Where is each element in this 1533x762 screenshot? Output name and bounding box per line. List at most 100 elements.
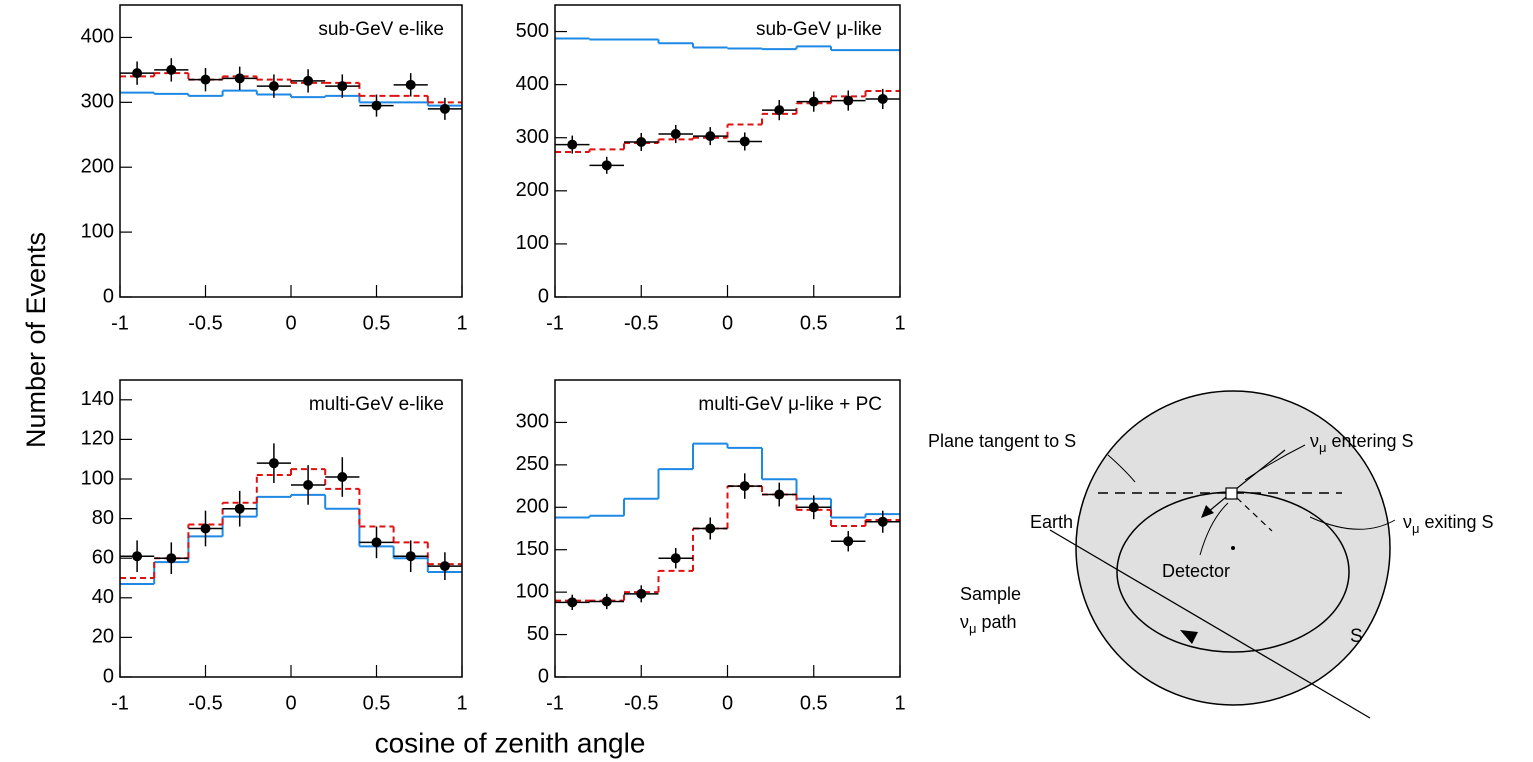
x-axis-label: cosine of zenith angle	[375, 727, 646, 758]
center-dot	[1231, 546, 1235, 550]
data-point	[405, 551, 416, 562]
y-tick-label: 140	[81, 388, 114, 410]
data-point	[670, 553, 681, 564]
data-point	[843, 95, 854, 106]
y-tick-label: 0	[103, 285, 114, 307]
y-tick-label: 0	[538, 665, 549, 687]
y-tick-label: 400	[516, 73, 549, 95]
data-point	[808, 96, 819, 107]
label: νμ exiting S	[1403, 512, 1494, 536]
x-tick-label: -1	[546, 312, 564, 334]
diagram: Plane tangent to S νμ entering S Earth ν…	[928, 390, 1494, 719]
y-axis-label: Number of Events	[21, 232, 51, 448]
y-tick-label: 100	[516, 580, 549, 602]
exiting-path	[1236, 497, 1273, 532]
label: μ	[969, 621, 977, 636]
y-tick-label: 500	[516, 20, 549, 42]
label: νμ path	[960, 612, 1017, 636]
x-tick-label: 1	[456, 312, 467, 334]
data-point	[268, 458, 279, 469]
data-point	[200, 74, 211, 85]
data-point	[636, 588, 647, 599]
arrow-head	[1201, 505, 1214, 518]
x-tick-label: 0.5	[800, 312, 828, 334]
x-tick-label: -0.5	[624, 692, 658, 714]
pointer	[1309, 516, 1396, 530]
label: exiting S	[1420, 512, 1494, 532]
label: ν	[1310, 431, 1319, 451]
x-tick-label: 0.5	[800, 692, 828, 714]
data-point	[200, 523, 211, 534]
y-tick-label: 200	[81, 156, 114, 178]
data-point	[337, 472, 348, 483]
plot-frame	[554, 379, 901, 678]
data-point	[405, 79, 416, 90]
label: ν	[960, 612, 969, 632]
label: μ	[1319, 440, 1327, 455]
y-tick-label: 80	[92, 507, 114, 529]
label: νμ entering S	[1310, 431, 1414, 455]
pointer	[1107, 454, 1136, 483]
plot-frame	[119, 4, 463, 298]
path-arrow	[1180, 630, 1198, 644]
data-point	[774, 489, 785, 500]
x-tick-label: 0	[722, 312, 733, 334]
y-tick-label: 120	[81, 428, 114, 450]
x-tick-label: 0	[722, 692, 733, 714]
data-point	[132, 551, 143, 562]
data-point	[567, 139, 578, 150]
label: Plane tangent to S	[928, 431, 1076, 451]
label: entering S	[1327, 431, 1414, 451]
data-point	[371, 100, 382, 111]
panel-title: sub-GeV μ-like	[756, 19, 882, 40]
data-point	[601, 160, 612, 171]
data-point	[303, 75, 314, 86]
x-tick-label: -0.5	[188, 312, 222, 334]
x-tick-label: 0.5	[363, 692, 391, 714]
label: μ	[1412, 521, 1420, 536]
data-point	[567, 597, 578, 608]
data-point	[166, 64, 177, 75]
y-tick-label: 150	[516, 538, 549, 560]
detector	[1225, 487, 1238, 500]
y-tick-label: 20	[92, 626, 114, 648]
plot-frame	[554, 4, 901, 298]
data-point	[234, 503, 245, 514]
x-tick-label: -1	[111, 312, 129, 334]
x-tick-label: -0.5	[624, 312, 658, 334]
label: Sample	[960, 584, 1021, 604]
data-point	[636, 136, 647, 147]
data-point	[843, 536, 854, 547]
label: path	[977, 612, 1017, 632]
label: Earth	[1030, 512, 1073, 532]
y-tick-label: 200	[516, 179, 549, 201]
panel-title: multi-GeV μ-like + PC	[698, 394, 882, 415]
data-point	[705, 523, 716, 534]
plot-frame	[119, 379, 463, 678]
x-tick-label: 1	[456, 692, 467, 714]
data-point	[739, 481, 750, 492]
y-tick-label: 100	[81, 220, 114, 242]
x-tick-label: 1	[894, 312, 905, 334]
x-tick-label: -0.5	[188, 692, 222, 714]
x-tick-label: -1	[546, 692, 564, 714]
y-tick-label: 0	[538, 285, 549, 307]
y-tick-label: 200	[516, 496, 549, 518]
data-point	[808, 502, 819, 513]
label: Detector	[1162, 561, 1230, 581]
data-point	[234, 73, 245, 84]
y-tick-label: 300	[516, 126, 549, 148]
x-tick-label: 1	[894, 692, 905, 714]
y-tick-label: 0	[103, 665, 114, 687]
label: S	[1350, 626, 1363, 647]
data-point	[705, 131, 716, 142]
y-tick-label: 50	[527, 623, 549, 645]
y-tick-label: 100	[81, 467, 114, 489]
data-point	[670, 129, 681, 140]
data-point	[439, 103, 450, 114]
data-point	[877, 93, 888, 104]
y-tick-label: 400	[81, 26, 114, 48]
y-tick-label: 100	[516, 232, 549, 254]
x-tick-label: 0	[285, 692, 296, 714]
